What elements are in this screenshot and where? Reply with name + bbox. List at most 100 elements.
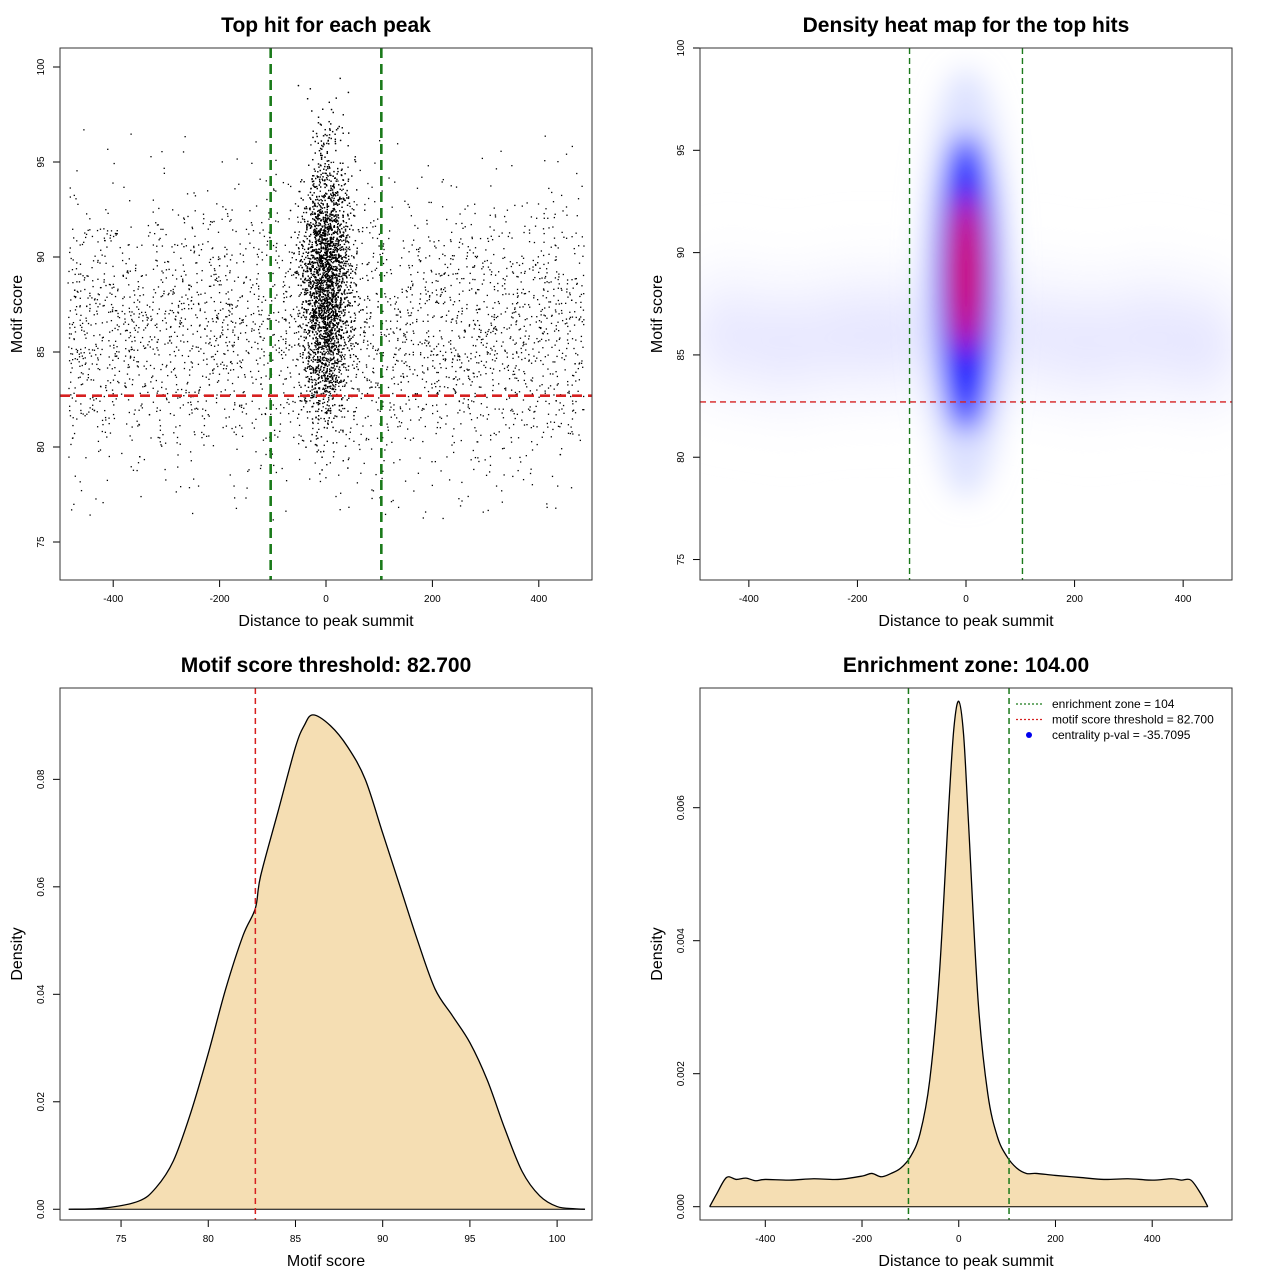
data-point: [401, 257, 403, 259]
data-point: [90, 379, 92, 381]
data-point: [198, 389, 201, 391]
data-point: [97, 357, 99, 359]
data-point: [80, 372, 83, 374]
data-point: [519, 456, 521, 459]
data-point: [245, 248, 247, 250]
data-point: [266, 328, 269, 330]
data-point: [358, 231, 360, 233]
data-point: [228, 314, 230, 317]
data-point: [348, 438, 351, 440]
data-point: [298, 338, 300, 340]
data-point: [166, 364, 168, 367]
data-point: [270, 457, 272, 459]
data-point: [408, 353, 411, 356]
data-point: [418, 419, 420, 421]
data-point: [187, 401, 189, 404]
data-point: [196, 262, 198, 264]
data-point: [533, 417, 535, 420]
data-point: [223, 319, 225, 321]
data-point: [410, 215, 413, 217]
data-point: [282, 286, 284, 288]
data-point: [274, 344, 276, 346]
data-point: [233, 485, 235, 487]
data-point: [89, 310, 91, 312]
data-point: [108, 340, 110, 342]
data-point: [385, 320, 387, 322]
data-point: [143, 458, 146, 461]
data-point: [317, 323, 319, 326]
data-point: [378, 233, 381, 236]
data-point: [193, 250, 196, 252]
data-point: [397, 383, 399, 385]
data-point: [528, 232, 531, 234]
data-point: [378, 397, 380, 399]
data-point: [350, 264, 352, 267]
data-point: [105, 262, 107, 264]
data-point: [191, 512, 194, 515]
data-point: [122, 297, 124, 300]
data-point: [382, 354, 384, 357]
data-point: [300, 264, 302, 267]
data-point: [147, 344, 149, 346]
data-point: [169, 326, 172, 329]
data-point: [562, 404, 565, 407]
data-point: [429, 240, 431, 242]
data-point: [192, 303, 195, 305]
data-point: [348, 457, 350, 459]
data-point: [81, 364, 83, 367]
data-point: [268, 314, 270, 317]
data-point: [428, 296, 431, 298]
data-point: [558, 276, 560, 278]
data-point: [439, 385, 441, 388]
data-point: [439, 427, 442, 429]
data-point: [511, 312, 514, 314]
data-point: [136, 306, 138, 308]
data-point: [307, 308, 309, 311]
data-point: [366, 226, 368, 229]
data-point: [583, 323, 585, 326]
data-point: [335, 388, 337, 391]
data-point: [139, 392, 141, 395]
data-point: [556, 271, 558, 273]
data-point: [363, 462, 365, 465]
data-point: [89, 295, 91, 297]
data-point: [442, 354, 444, 357]
data-point: [208, 435, 210, 437]
data-point: [542, 254, 545, 257]
data-point: [372, 237, 374, 239]
data-point: [156, 392, 158, 394]
data-point: [539, 340, 541, 342]
data-point: [294, 344, 296, 346]
data-point: [512, 370, 515, 373]
data-point: [218, 373, 221, 375]
data-point: [425, 345, 428, 347]
data-point: [89, 218, 91, 220]
data-point: [377, 306, 379, 308]
data-point: [294, 401, 296, 404]
data-point: [478, 371, 480, 373]
data-point: [375, 382, 377, 384]
data-point: [446, 218, 448, 221]
data-point: [522, 345, 524, 347]
data-point: [147, 317, 149, 319]
data-point: [161, 295, 164, 297]
data-point: [188, 487, 191, 489]
data-point: [201, 415, 204, 417]
data-point: [554, 361, 556, 363]
data-point: [125, 348, 127, 350]
data-point: [180, 275, 183, 277]
data-point: [349, 354, 352, 356]
data-point: [265, 453, 267, 456]
data-point: [533, 297, 535, 299]
data-point: [347, 241, 349, 243]
data-point: [536, 217, 538, 219]
data-point: [210, 220, 212, 223]
data-point: [481, 157, 484, 160]
data-point: [133, 413, 135, 415]
data-point: [189, 284, 191, 286]
data-point: [414, 393, 417, 396]
data-point: [277, 221, 279, 223]
data-point: [314, 273, 316, 276]
data-point: [166, 392, 169, 395]
data-point: [581, 236, 583, 238]
